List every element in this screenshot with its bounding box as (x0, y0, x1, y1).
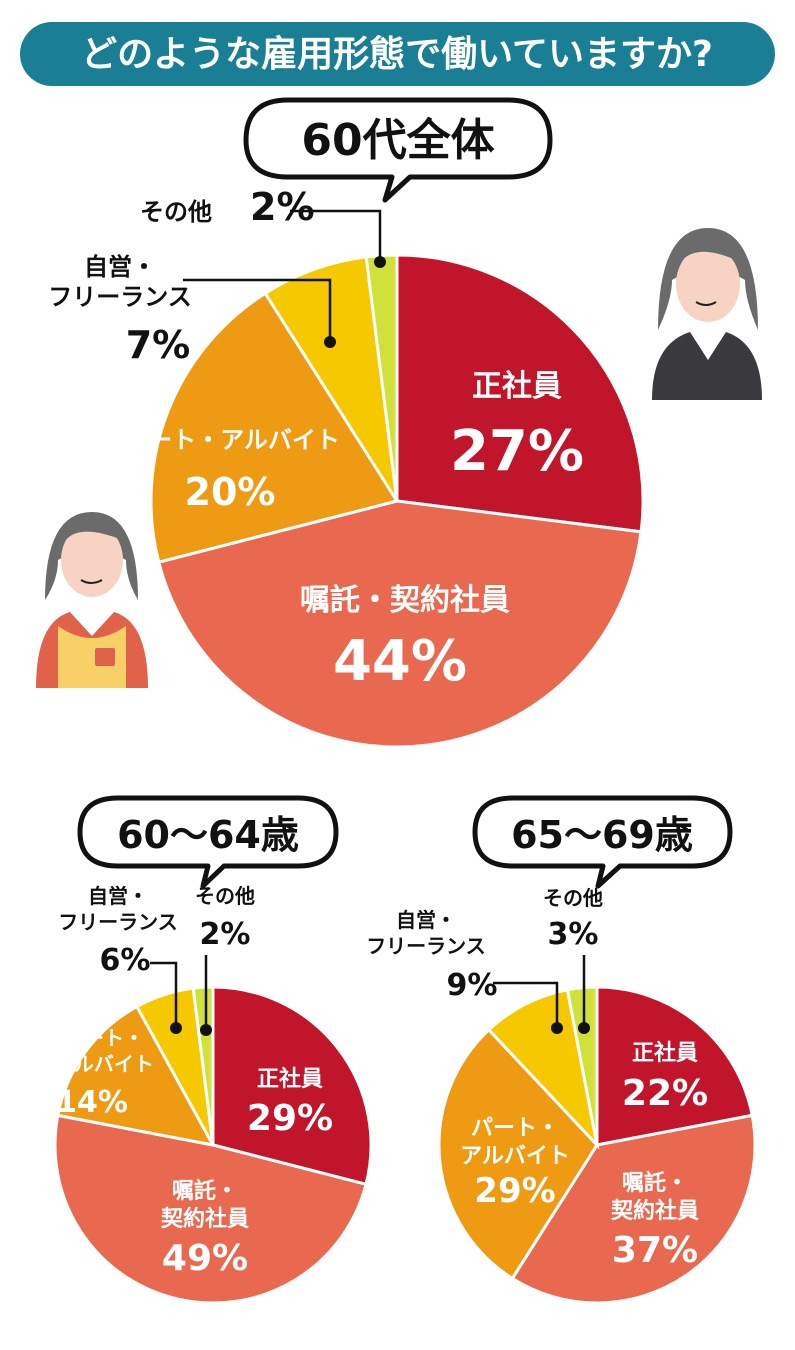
value-label-shokutaku: 49% (162, 1238, 248, 1279)
woman-in-suit-illustration (647, 228, 768, 405)
value-label-other: 3% (548, 917, 599, 952)
value-label-shokutaku: 37% (612, 1230, 698, 1271)
slice-label-part: アルバイト (460, 1144, 570, 1169)
leader-dot-jiei (551, 1022, 563, 1034)
leader-dot-other (578, 1022, 590, 1034)
value-label-part: 14% (56, 1085, 128, 1120)
slice-label-seishain: 正社員 (472, 369, 562, 404)
pie-slice-seishain (595, 985, 754, 1147)
value-label-jiei: 6% (100, 943, 151, 978)
chart-title-6569: 65～69歳 (511, 813, 693, 857)
pie-slice-other (364, 253, 399, 502)
pie-slice-shokutaku (156, 499, 643, 749)
bubble-overall: 60代全体 (243, 97, 553, 203)
pie-chart-6064: 正社員 29% 嘱託・契約社員 49% パート・アルバイト 14% 自営・フリーランス 6% そ… (53, 884, 373, 1305)
slice-label-part: アルバイト (54, 1052, 154, 1076)
leader-line-jiei (183, 278, 332, 342)
outer-label-jiei: 自営・ (84, 253, 156, 281)
slice-label-shokutaku: 嘱託・ (622, 1170, 688, 1196)
value-label-other: 2% (200, 917, 251, 952)
chart-title-6064: 60～64歳 (117, 813, 299, 857)
banner-title: どのような雇用形態で働いていますか? (81, 34, 713, 75)
slice-label-part: パート・ (471, 1116, 559, 1141)
woman-in-apron-illustration (22, 512, 158, 697)
value-label-shokutaku: 44% (333, 629, 467, 694)
slice-label-shokutaku: 嘱託・契約社員 (300, 583, 510, 618)
slice-label-shokutaku: 契約社員 (160, 1206, 249, 1232)
leader-line-jiei (150, 961, 178, 1028)
slice-label-part: パート・アルバイト (124, 426, 340, 454)
pie-slice-part (149, 291, 400, 565)
pie-slice-jiei (263, 255, 399, 502)
outer-label-jiei: 自営・ (396, 908, 456, 932)
leader-dot-other (200, 1024, 212, 1036)
value-label-part: 29% (474, 1171, 555, 1211)
outer-label-jiei: 自営・ (88, 884, 148, 908)
leader-dot-jiei (324, 336, 336, 348)
slice-label-shokutaku: 契約社員 (610, 1198, 699, 1224)
bubble-6064-shape (77, 795, 339, 889)
chart-title-overall: 60代全体 (301, 115, 494, 166)
leader-dot-jiei (170, 1022, 182, 1034)
outer-label-other: その他 (140, 198, 212, 226)
leader-dot-other (374, 256, 386, 268)
value-label-seishain: 29% (247, 1098, 333, 1139)
slice-label-part: パート・ (64, 1026, 144, 1050)
value-label-jiei: 7% (126, 323, 191, 367)
bubble-6569-shape (472, 795, 733, 889)
pie-slice-seishain (395, 253, 645, 534)
banner-background (20, 22, 775, 86)
value-label-seishain: 27% (450, 419, 584, 484)
bubble-6569: 65～69歳 (472, 795, 733, 889)
pie-chart-overall: 正社員 27% 嘱託・契約社員 44% パート・アルバイト 20% 自営・フリーランス 7% そ… (48, 185, 645, 749)
value-label-seishain: 22% (622, 1073, 708, 1114)
value-label-part: 20% (185, 470, 276, 514)
leader-line-jiei (493, 981, 559, 1028)
pie-slice-shokutaku (510, 1113, 757, 1305)
pie-slice-part (437, 1027, 599, 1281)
outer-label-jiei: フリーランス (48, 283, 192, 311)
outer-label-jiei: フリーランス (366, 934, 486, 958)
outer-label-jiei: フリーランス (58, 910, 178, 934)
value-label-jiei: 9% (447, 968, 498, 1003)
slice-label-shokutaku: 嘱託・ (172, 1178, 238, 1204)
pie-slice-shokutaku (53, 1113, 368, 1305)
bubble-overall-shape (243, 97, 553, 203)
pie-slice-seishain (211, 985, 373, 1187)
slice-label-seishain: 正社員 (257, 1066, 323, 1092)
value-label-other: 2% (250, 185, 315, 229)
slice-label-seishain: 正社員 (632, 1040, 698, 1066)
outer-label-other: その他 (543, 886, 603, 910)
bubble-6064: 60～64歳 (77, 795, 339, 889)
pie-slice-part (56, 1004, 216, 1148)
title-banner: どのような雇用形態で働いていますか? (20, 22, 775, 86)
outer-label-other: その他 (195, 884, 255, 908)
leader-line-other (290, 209, 382, 262)
pie-slice-jiei (486, 988, 600, 1150)
